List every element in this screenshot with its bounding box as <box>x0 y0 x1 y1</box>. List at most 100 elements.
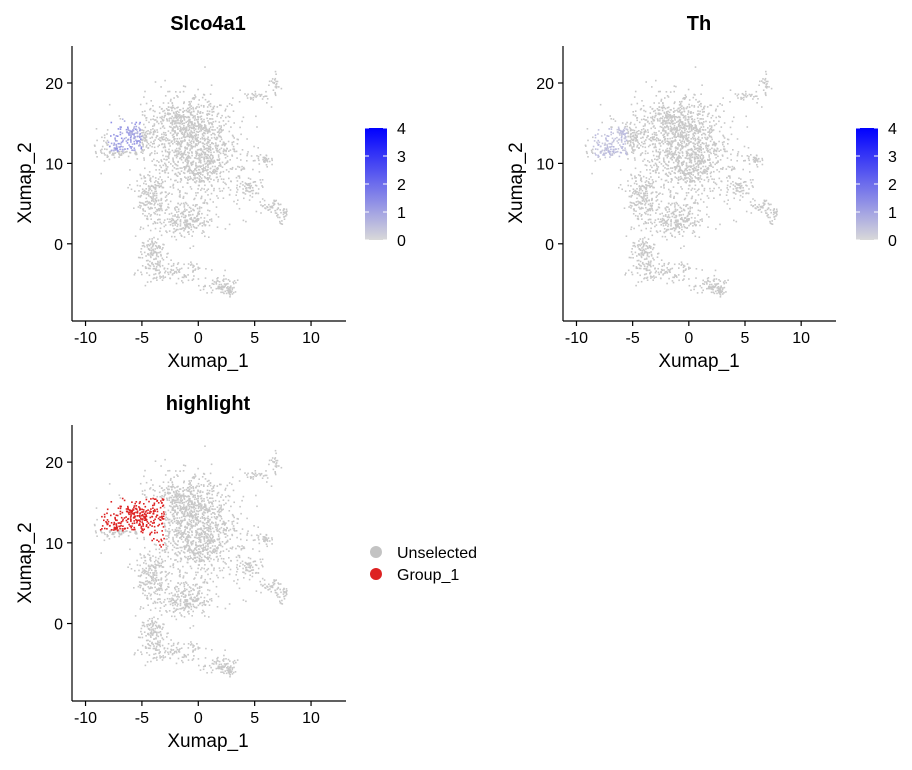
cell-point <box>210 93 212 95</box>
cell-point <box>174 167 176 169</box>
cell-point <box>236 151 238 153</box>
cell-point <box>201 105 203 107</box>
cell-point <box>211 269 213 271</box>
cell-point <box>133 150 135 152</box>
cell-point <box>765 95 767 97</box>
cell-point <box>159 173 161 175</box>
cell-point <box>170 163 172 165</box>
cell-point <box>650 214 652 216</box>
cell-point <box>192 162 194 164</box>
cell-point <box>104 134 106 136</box>
cell-point <box>216 148 218 150</box>
cell-point <box>114 157 116 159</box>
cell-point <box>669 117 671 119</box>
cell-point <box>146 146 148 148</box>
cell-point <box>670 130 672 132</box>
cell-point <box>167 206 169 208</box>
cell-point <box>721 104 723 106</box>
cell-point <box>685 136 687 138</box>
cell-point <box>237 199 239 201</box>
cell-point <box>136 129 138 131</box>
cell-point <box>147 218 149 220</box>
cell-point <box>752 185 754 187</box>
cell-point <box>178 269 180 271</box>
cell-point <box>689 211 691 213</box>
cell-point <box>645 111 647 113</box>
cell-point <box>141 146 143 148</box>
cell-point <box>221 178 223 180</box>
cell-point <box>150 153 152 155</box>
cell-point <box>641 185 643 187</box>
cell-point <box>681 105 683 107</box>
cell-point <box>194 168 196 170</box>
cell-point <box>144 140 146 142</box>
cell-point <box>178 271 180 273</box>
cell-point <box>256 155 258 157</box>
cell-point <box>103 153 105 155</box>
cell-point <box>666 180 668 182</box>
cell-point <box>203 167 205 169</box>
cell-point <box>709 121 711 123</box>
cell-point <box>196 216 198 218</box>
cell-point <box>159 277 161 279</box>
cell-point <box>586 151 588 153</box>
cell-point <box>190 162 192 164</box>
cell-point <box>219 129 221 131</box>
cell-point <box>217 167 219 169</box>
cell-point <box>143 96 145 98</box>
cell-point <box>202 222 204 224</box>
cell-point <box>668 152 670 154</box>
cell-point <box>160 251 162 253</box>
cell-point <box>709 162 711 164</box>
cell-point <box>704 179 706 181</box>
cell-point <box>685 144 687 146</box>
cell-point <box>641 196 643 198</box>
cell-point <box>223 152 225 154</box>
cell-point <box>610 126 612 128</box>
cell-point <box>177 214 179 216</box>
cell-point <box>675 131 677 133</box>
cell-point <box>657 232 659 234</box>
cell-point <box>219 104 221 106</box>
cell-point <box>142 139 144 141</box>
cell-point <box>132 143 134 145</box>
cell-point <box>173 134 175 136</box>
cell-point <box>673 196 675 198</box>
cell-point <box>150 218 152 220</box>
cell-point <box>164 127 166 129</box>
cell-point <box>694 188 696 190</box>
cell-point <box>221 284 223 286</box>
cell-point <box>634 124 636 126</box>
cell-point <box>150 215 152 217</box>
cell-point <box>154 111 156 113</box>
cell-point <box>672 137 674 139</box>
cell-point <box>140 226 142 228</box>
cell-point <box>132 129 134 131</box>
cell-point <box>687 177 689 179</box>
cell-point <box>208 113 210 115</box>
cell-point <box>636 131 638 133</box>
cell-point <box>210 178 212 180</box>
cell-point <box>644 274 646 276</box>
cell-point <box>183 217 185 219</box>
cell-point <box>690 289 692 291</box>
cell-point <box>226 169 228 171</box>
cell-point <box>153 266 155 268</box>
cell-point <box>630 134 632 136</box>
cell-point <box>655 115 657 117</box>
cell-point <box>193 175 195 177</box>
cell-point <box>630 174 632 176</box>
cell-point <box>711 148 713 150</box>
cell-point <box>196 170 198 172</box>
cell-point <box>157 214 159 216</box>
cell-point <box>219 132 221 134</box>
cell-point <box>239 208 241 210</box>
cell-point <box>157 238 159 240</box>
cell-point <box>159 247 161 249</box>
cell-point <box>663 161 665 163</box>
cell-point <box>677 219 679 221</box>
cell-point <box>181 268 183 270</box>
cell-point <box>662 170 664 172</box>
cell-point <box>666 122 668 124</box>
cell-point <box>648 204 650 206</box>
